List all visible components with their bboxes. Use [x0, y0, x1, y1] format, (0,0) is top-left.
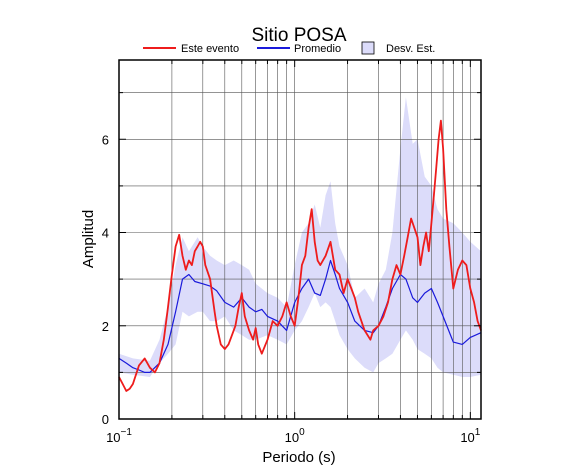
x-axis-label: Periodo (s): [262, 449, 335, 466]
legend-label: Este evento: [181, 43, 239, 55]
x-tick-label: 101: [460, 427, 480, 445]
x-tick-label: 100: [285, 427, 305, 445]
band-layer: [119, 97, 481, 378]
plot-area: [118, 59, 482, 420]
legend-swatch: [361, 41, 375, 55]
y-axis-label: Amplitud: [80, 210, 97, 268]
chart-title: Sitio POSA: [251, 25, 346, 46]
y-tick-label: 0: [102, 412, 109, 427]
plot-frame: [118, 59, 482, 420]
grid-layer: [119, 60, 481, 419]
y-axis-ticks: 0 2 4 6: [102, 92, 481, 427]
legend: Este evento Promedio Desv. Est.: [143, 41, 435, 55]
y-tick-label: 4: [102, 226, 109, 241]
series-line-promedio: [118, 259, 482, 373]
x-axis-ticks: 10−1 100 101: [106, 60, 481, 445]
legend-label: Promedio: [294, 43, 341, 55]
series-layer: [118, 119, 482, 392]
legend-label: Desv. Est.: [386, 43, 435, 55]
y-tick-label: 2: [102, 319, 109, 334]
x-tick-label: 10−1: [106, 427, 132, 445]
y-tick-label: 6: [102, 132, 109, 147]
std-dev-band: [119, 97, 481, 378]
series-line-este-evento: [118, 119, 482, 392]
